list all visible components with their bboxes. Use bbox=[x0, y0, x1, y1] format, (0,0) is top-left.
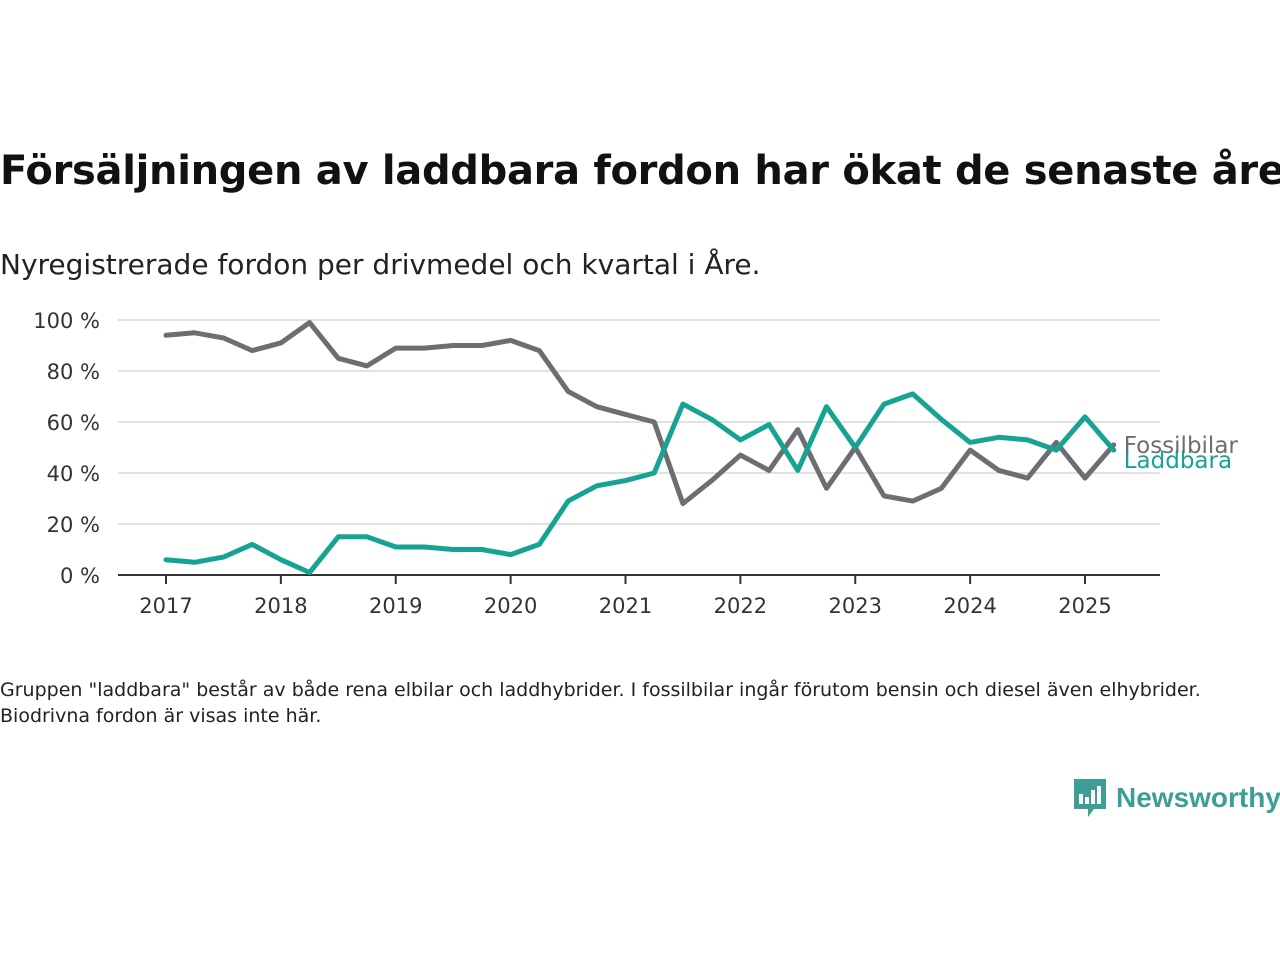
series-label: Fossilbilar bbox=[1124, 433, 1239, 459]
grid-lines bbox=[118, 319, 1160, 525]
y-tick-label: 40 % bbox=[47, 462, 100, 486]
y-tick-label: 100 % bbox=[33, 309, 100, 333]
brand-name: Newsworthy bbox=[1116, 782, 1280, 813]
series-line-fossilbilar bbox=[163, 320, 1117, 507]
x-tick-label: 2021 bbox=[599, 594, 652, 618]
x-tick-label: 2022 bbox=[714, 594, 767, 618]
y-tick-label: 60 % bbox=[47, 411, 100, 435]
footnote: Gruppen "laddbara" består av både rena e… bbox=[0, 679, 1201, 727]
chart-subtitle: Nyregistrerade fordon per drivmedel och … bbox=[0, 248, 761, 281]
x-tick-label: 2018 bbox=[254, 594, 307, 618]
x-tick-label: 2020 bbox=[484, 594, 537, 618]
chart-title: Försäljningen av laddbara fordon har öka… bbox=[0, 148, 1280, 194]
y-tick-label: 0 % bbox=[60, 564, 100, 588]
y-axis: 0 % 20 % 40 % 60 % 80 % 100 % bbox=[33, 309, 100, 588]
series-lines bbox=[163, 320, 1117, 575]
series-label: Laddbara bbox=[1124, 448, 1232, 474]
x-tick-label: 2023 bbox=[829, 594, 882, 618]
line-chart: 0 % 20 % 40 % 60 % 80 % 100 % 2017 2018 2019 202… bbox=[33, 309, 1239, 618]
y-tick-label: 80 % bbox=[47, 360, 100, 384]
brand-logo[interactable]: Newsworthy bbox=[1072, 776, 1280, 820]
newsworthy-logo-icon bbox=[1074, 779, 1106, 817]
x-tick-label: 2019 bbox=[369, 594, 422, 618]
x-tick-label: 2025 bbox=[1058, 594, 1111, 618]
x-axis: 2017 2018 2019 2020 2021 2022 2023 2024 2025 bbox=[118, 574, 1160, 618]
y-tick-label: 20 % bbox=[47, 513, 100, 537]
x-tick-label: 2024 bbox=[943, 594, 996, 618]
series-line-laddbara bbox=[163, 391, 1117, 575]
x-tick-label: 2017 bbox=[139, 594, 192, 618]
